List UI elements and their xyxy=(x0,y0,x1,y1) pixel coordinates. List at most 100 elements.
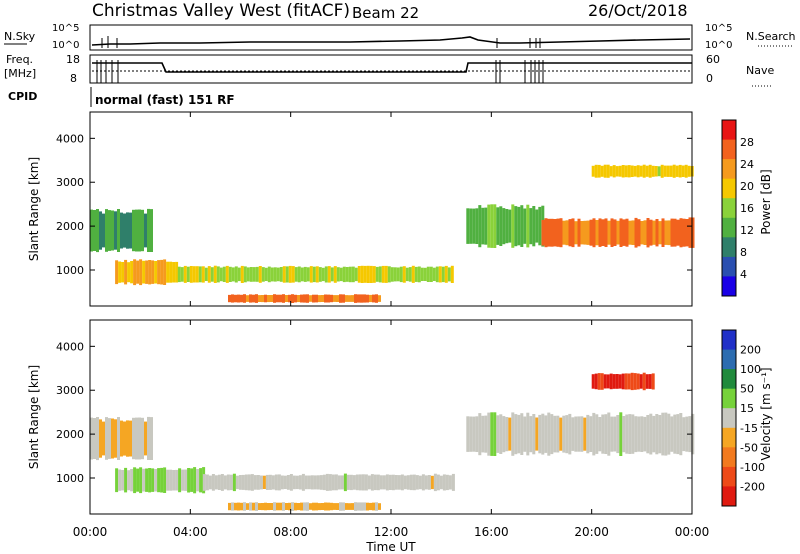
velocity-cell xyxy=(115,468,119,493)
power-cell xyxy=(657,166,661,177)
velocity-cell xyxy=(93,418,96,459)
power-cell xyxy=(99,211,102,250)
velocity-cell xyxy=(232,473,236,492)
velocity-colorbar-segment xyxy=(722,447,736,468)
power-cell xyxy=(640,221,644,245)
velocity-cell xyxy=(445,474,449,491)
power-cell xyxy=(363,294,366,303)
power-cell xyxy=(126,212,129,249)
velocity-cell xyxy=(630,372,634,391)
power-cell xyxy=(624,165,628,178)
power-cell xyxy=(282,294,285,303)
power-cell xyxy=(652,220,656,245)
velocity-cell xyxy=(211,474,215,491)
power-colorbar-label: Power [dB] xyxy=(759,169,773,234)
noise-tick-top-left: 10^5 xyxy=(52,23,79,34)
power-cell xyxy=(639,165,643,177)
power-cell xyxy=(648,164,652,178)
power-cell xyxy=(154,261,158,284)
velocity-cell xyxy=(478,413,482,456)
power-cell xyxy=(514,206,518,247)
velocity-cell xyxy=(592,412,596,456)
power-cell xyxy=(678,164,682,178)
velocity-cell xyxy=(237,502,240,511)
power-cell xyxy=(351,295,354,302)
velocity-cell xyxy=(637,416,641,452)
power-cell xyxy=(432,267,436,281)
frequency-switch-marks xyxy=(96,60,544,83)
x-tick-label: 12:00 xyxy=(374,525,409,539)
velocity-cell xyxy=(615,374,619,389)
power-cell xyxy=(411,265,415,283)
velocity-cell xyxy=(178,468,182,493)
noise-tick-top-right: 10^5 xyxy=(705,23,732,34)
velocity-cell xyxy=(658,415,662,454)
velocity-cell xyxy=(276,502,279,511)
velocity-cell xyxy=(610,416,614,452)
power-cell xyxy=(420,267,424,281)
velocity-cell xyxy=(163,467,167,493)
velocity-cell xyxy=(541,413,545,455)
velocity-cell xyxy=(274,474,278,491)
power-cell xyxy=(616,220,620,245)
noise-tick-bottom-left: 10^0 xyxy=(52,40,79,51)
velocity-cell xyxy=(202,474,206,491)
power-cell xyxy=(207,266,211,283)
power-region xyxy=(228,294,381,303)
velocity-cell xyxy=(589,416,593,452)
power-cell xyxy=(508,209,512,243)
power-cell xyxy=(172,262,176,283)
power-cell xyxy=(279,294,282,303)
power-cell xyxy=(228,294,231,303)
power-cell xyxy=(354,267,358,282)
velocity-cell xyxy=(529,416,533,453)
power-cell xyxy=(642,164,646,178)
power-cell xyxy=(282,266,286,283)
velocity-cell xyxy=(436,474,440,491)
velocity-cell xyxy=(472,416,476,452)
power-cell xyxy=(502,208,506,245)
power-colorbar-segment xyxy=(722,256,736,277)
power-cell xyxy=(318,295,321,303)
power-cell xyxy=(138,209,141,252)
velocity-cell xyxy=(346,474,350,490)
power-y-tick-label: 1000 xyxy=(56,264,84,277)
power-cell xyxy=(604,218,608,247)
power-region xyxy=(466,204,545,248)
power-cell xyxy=(475,208,479,244)
power-cell xyxy=(231,294,234,303)
power-cell xyxy=(613,219,617,246)
power-cell xyxy=(291,266,295,283)
power-cell xyxy=(276,294,279,303)
velocity-cell xyxy=(267,503,270,511)
power-cell xyxy=(297,295,300,303)
velocity-cell xyxy=(325,473,329,491)
x-tick-label: 04:00 xyxy=(173,525,208,539)
velocity-cell xyxy=(673,414,677,454)
velocity-colorbar-segment xyxy=(722,408,736,429)
power-region xyxy=(115,259,179,286)
power-cell xyxy=(279,267,283,282)
velocity-cell xyxy=(559,417,563,451)
power-cell xyxy=(228,266,232,282)
power-cell xyxy=(264,294,267,303)
velocity-cell xyxy=(633,373,637,390)
velocity-cell xyxy=(550,414,554,455)
velocity-cell xyxy=(205,474,209,491)
velocity-cell xyxy=(172,470,176,491)
power-cell xyxy=(496,207,500,245)
velocity-cell xyxy=(166,469,170,491)
power-cell xyxy=(291,294,294,303)
velocity-cell xyxy=(556,415,560,453)
power-cell xyxy=(258,266,262,283)
velocity-cell xyxy=(532,414,536,455)
velocity-cell xyxy=(448,475,452,490)
power-cell xyxy=(225,265,229,283)
velocity-cell xyxy=(481,415,485,453)
velocity-cell xyxy=(258,503,261,510)
power-cell xyxy=(619,218,623,247)
power-cell xyxy=(330,267,334,282)
velocity-cell xyxy=(268,474,272,490)
velocity-cell xyxy=(300,502,303,511)
